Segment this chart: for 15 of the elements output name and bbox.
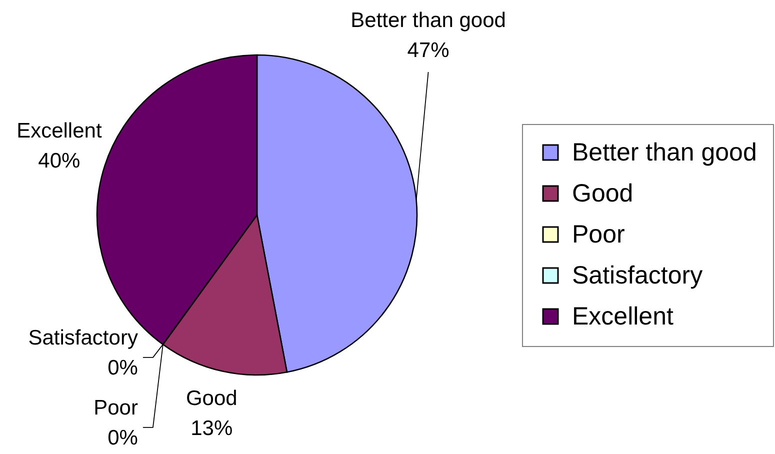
data-label: 40%	[38, 150, 80, 173]
data-label: 13%	[190, 416, 233, 440]
data-label: 47%	[407, 39, 450, 62]
text: 0%	[108, 356, 138, 380]
slice-label: Better than good	[350, 9, 506, 32]
category-label: Satisfactory	[28, 326, 138, 350]
legend-label: Better than good	[572, 138, 757, 166]
category-label: Poor	[94, 396, 138, 420]
slice-label: Excellent	[16, 120, 102, 143]
legend-label: Good	[572, 180, 634, 208]
slice-label: Good	[186, 386, 238, 410]
legend-label: Satisfactory	[572, 262, 704, 290]
legend-label: Poor	[572, 220, 625, 248]
legend-label: Excellent	[572, 302, 674, 330]
text: 0%	[108, 426, 138, 450]
